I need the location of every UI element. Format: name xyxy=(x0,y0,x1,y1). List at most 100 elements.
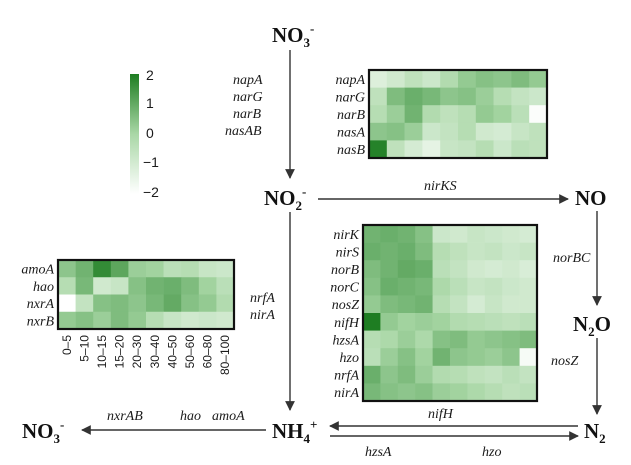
heatmap-cell xyxy=(450,330,468,349)
heatmap-row-label: nirS xyxy=(336,245,359,260)
heatmap-column-label: 50–60 xyxy=(183,335,197,369)
gene-label: narG xyxy=(233,90,263,105)
heatmap-row-label: hao xyxy=(33,280,54,295)
heatmap-cell xyxy=(422,122,441,141)
heatmap-cell xyxy=(450,365,468,384)
heatmap-cell xyxy=(450,242,468,261)
gene-label-nifh: nifH xyxy=(428,407,454,422)
heatmap-cell xyxy=(146,260,164,278)
heatmap-cell xyxy=(432,277,451,296)
heatmap-cell xyxy=(404,122,423,141)
heatmap-cell xyxy=(432,365,451,384)
heatmap-cell xyxy=(128,260,147,278)
heatmap-cell xyxy=(511,140,530,159)
heatmap-cell xyxy=(440,87,459,106)
heatmap-cell xyxy=(519,330,538,349)
heatmap-column-label: 20–30 xyxy=(130,335,144,369)
heatmap-row-label: amoA xyxy=(21,263,54,278)
heatmap-cell xyxy=(432,260,451,279)
heatmap-cell xyxy=(128,311,147,330)
heatmap-cell xyxy=(467,295,486,314)
heatmap-row-label: norB xyxy=(331,263,359,278)
gene-label: napA xyxy=(233,73,263,88)
heatmap-cell xyxy=(529,70,548,88)
heatmap-frame xyxy=(361,223,539,403)
heatmap-cell xyxy=(163,277,182,295)
heatmap-cell xyxy=(363,348,381,367)
heatmap-cell xyxy=(519,365,538,384)
compound-no: NO xyxy=(575,186,607,210)
heatmap-cell xyxy=(458,70,477,88)
heatmap-cell xyxy=(415,313,433,331)
heatmap-cell xyxy=(163,294,182,313)
colorbar-tick: −2 xyxy=(143,184,159,200)
heatmap-row-label: hzsA xyxy=(333,333,360,348)
heatmap-cell xyxy=(386,87,405,106)
heatmap-cell xyxy=(146,311,164,330)
heatmap-cell xyxy=(146,294,164,313)
compound-n2: N2 xyxy=(584,419,606,446)
heatmap-column-label: 30–40 xyxy=(148,335,162,369)
heatmap-column-label: 80–100 xyxy=(218,335,232,375)
heatmap-cell xyxy=(216,294,235,313)
heatmap-cell xyxy=(75,277,94,295)
heatmap-cell xyxy=(493,70,512,88)
heatmap-cell xyxy=(484,260,503,279)
heatmap-cell xyxy=(216,277,235,295)
heatmap-cell xyxy=(415,383,433,402)
compound-n2o: N2O xyxy=(573,312,611,339)
heatmap-cell xyxy=(415,225,433,243)
heatmap-cell xyxy=(511,87,530,106)
heatmap-cell xyxy=(475,87,494,106)
heatmap-cell xyxy=(404,70,423,88)
heatmap-cell xyxy=(440,140,459,159)
heatmap-row-label: nasA xyxy=(337,126,365,141)
heatmap-cell xyxy=(519,260,538,279)
heatmap-cell xyxy=(458,105,477,124)
heatmap-cell xyxy=(458,87,477,106)
heatmap-cell xyxy=(363,295,381,314)
heatmap-cell xyxy=(380,348,399,367)
heatmap-cell xyxy=(484,225,503,243)
heatmap-cell xyxy=(369,87,388,106)
heatmap-cell xyxy=(397,383,416,402)
heatmap-cell xyxy=(450,225,468,243)
heatmap-row-label: nasB xyxy=(337,143,365,158)
heatmap-cell xyxy=(450,295,468,314)
heatmap-cell xyxy=(502,277,520,296)
heatmap-cell xyxy=(397,313,416,331)
heatmap-cell xyxy=(502,260,520,279)
heatmap-cell xyxy=(128,294,147,313)
heatmap-cell xyxy=(511,70,530,88)
heatmap-column-label: 60–80 xyxy=(201,335,215,369)
heatmap-cell xyxy=(58,294,76,313)
compound-nh4: NH4+ xyxy=(272,417,317,446)
heatmap-cell xyxy=(110,294,129,313)
heatmap-cell xyxy=(110,311,129,330)
heatmap-cell xyxy=(397,225,416,243)
heatmap-cell xyxy=(519,225,538,243)
heatmap-cell xyxy=(484,348,503,367)
heatmap-row-label: nirA xyxy=(334,386,359,401)
heatmap-cell xyxy=(369,105,388,124)
heatmap-cell xyxy=(181,311,200,330)
heatmap-cell xyxy=(110,260,129,278)
heatmap-left: amoA hao nxrA nxrB 0–5 5–10 10–15 15–20 20–30 30–… xyxy=(21,258,236,375)
heatmap-cell xyxy=(475,122,494,141)
heatmap-cell xyxy=(484,365,503,384)
heatmap-cell xyxy=(493,87,512,106)
heatmap-row-label: norC xyxy=(330,281,359,296)
heatmap-row-label: napA xyxy=(335,73,365,88)
heatmap-cell xyxy=(529,87,548,106)
heatmap-cell xyxy=(363,330,381,349)
heatmap-row-label: nirK xyxy=(333,228,359,243)
heatmap-cell xyxy=(198,294,217,313)
heatmap-cell xyxy=(75,294,94,313)
heatmap-cell xyxy=(440,70,459,88)
heatmap-cell xyxy=(75,311,94,330)
heatmap-cell xyxy=(519,295,538,314)
colorbar-tick: 0 xyxy=(146,125,154,141)
heatmap-cell xyxy=(422,105,441,124)
heatmap-cell xyxy=(432,383,451,402)
heatmap-cell xyxy=(467,277,486,296)
